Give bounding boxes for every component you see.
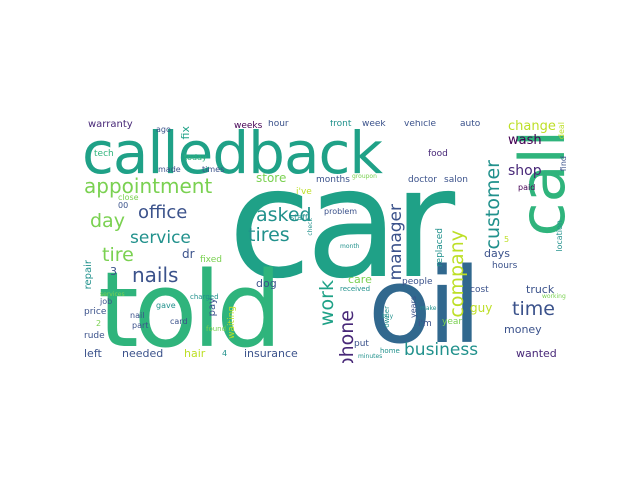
word-card: card bbox=[170, 317, 188, 326]
word-working: working bbox=[542, 293, 566, 300]
word-company: company bbox=[446, 230, 468, 318]
word-charged: charged bbox=[190, 293, 219, 301]
word-ago: ago bbox=[156, 125, 171, 134]
word-doctor: doctor bbox=[408, 175, 437, 185]
word-3: 3 bbox=[110, 265, 117, 278]
word-fix: fix bbox=[179, 126, 192, 140]
word-services: services bbox=[100, 291, 125, 298]
word-phone: phone bbox=[336, 310, 358, 363]
word-weeks: weeks bbox=[234, 121, 263, 131]
word-deal: deal bbox=[557, 122, 566, 140]
word-business: business bbox=[404, 340, 479, 360]
word-appointment: appointment bbox=[84, 174, 213, 198]
word-nails: nails bbox=[132, 263, 179, 287]
word-office: office bbox=[138, 202, 188, 223]
word-put: put bbox=[354, 339, 369, 349]
word-rude: rude bbox=[84, 331, 105, 341]
word-cost: cost bbox=[470, 285, 489, 295]
word-ive: i've bbox=[296, 187, 312, 197]
word-month: month bbox=[340, 243, 360, 250]
word-make: make bbox=[420, 305, 437, 312]
word-insurance: insurance bbox=[244, 347, 298, 360]
word-year: year bbox=[442, 317, 463, 327]
word-hour: hour bbox=[268, 120, 289, 129]
word-vehicle: vehicle bbox=[404, 120, 437, 129]
word-service: service bbox=[130, 228, 191, 248]
word-made: made bbox=[158, 165, 181, 174]
word-groupon: groupon bbox=[352, 173, 377, 180]
word-today: today bbox=[184, 153, 207, 162]
word-times: times bbox=[202, 165, 225, 174]
word-received: received bbox=[340, 285, 371, 293]
word-manager: manager bbox=[386, 204, 406, 281]
word-customer: customer bbox=[482, 160, 504, 250]
word-day: day bbox=[90, 210, 125, 232]
word-people: people bbox=[402, 277, 433, 287]
word-wash: wash bbox=[508, 133, 542, 148]
word-nail: nail bbox=[130, 311, 145, 320]
word-found: found bbox=[206, 325, 227, 333]
word-warranty: warranty bbox=[88, 120, 133, 130]
word-truck: truck bbox=[526, 283, 555, 296]
word-left: left bbox=[84, 347, 102, 360]
word-tire: tire bbox=[102, 244, 134, 266]
word-job: job bbox=[100, 297, 113, 306]
word-home: home bbox=[380, 347, 400, 355]
word-problem: problem bbox=[324, 207, 358, 216]
word-hair: hair bbox=[184, 347, 206, 360]
word-work: work bbox=[316, 280, 338, 326]
word-dog: dog bbox=[256, 277, 277, 290]
word-5: 5 bbox=[504, 235, 510, 244]
word-food: food bbox=[428, 149, 448, 159]
word-replaced: replaced bbox=[435, 228, 445, 267]
word-asked: asked bbox=[256, 204, 312, 226]
word-days: days bbox=[484, 247, 510, 260]
word-dr: dr bbox=[182, 247, 195, 261]
word-tires: tires bbox=[248, 224, 290, 246]
word-fixed: fixed bbox=[200, 255, 222, 265]
word-week: week bbox=[362, 120, 386, 129]
word-care: care bbox=[348, 273, 372, 286]
word-hours: hours bbox=[492, 261, 518, 271]
word-front: front bbox=[330, 120, 352, 129]
word-change: change bbox=[508, 120, 556, 134]
word-staff: staff bbox=[290, 213, 308, 222]
word-paid: paid bbox=[518, 183, 536, 192]
word-check: check bbox=[307, 218, 314, 236]
word-repair: repair bbox=[83, 260, 94, 290]
word-gave: gave bbox=[156, 301, 176, 310]
word-guy: guy bbox=[470, 301, 493, 315]
word-close: close bbox=[118, 193, 139, 202]
word-tech: tech bbox=[94, 149, 114, 159]
word-money: money bbox=[504, 323, 542, 336]
word-minutes: minutes bbox=[358, 353, 383, 360]
word-months: months bbox=[316, 175, 350, 185]
word-4: 4 bbox=[222, 349, 228, 358]
word-part: part bbox=[132, 321, 149, 330]
word-price: price bbox=[84, 307, 107, 317]
word-told: told bbox=[98, 249, 282, 363]
word-buy: buy bbox=[382, 313, 394, 320]
word-waiting: waiting bbox=[227, 306, 237, 339]
word-location: location bbox=[555, 220, 564, 252]
word-shop: shop bbox=[508, 163, 542, 179]
word-auto: auto bbox=[460, 120, 481, 129]
word-years: years bbox=[409, 296, 418, 319]
word-find: find bbox=[559, 156, 568, 172]
word-needed: needed bbox=[122, 347, 164, 360]
word-im: i'm bbox=[418, 319, 432, 329]
word-cloud: car told oil calledback call appointment… bbox=[80, 120, 572, 363]
word-store: store bbox=[256, 171, 287, 185]
word-2: 2 bbox=[96, 319, 102, 328]
word-wanted: wanted bbox=[516, 347, 557, 360]
word-time: time bbox=[512, 298, 555, 320]
word-salon: salon bbox=[444, 175, 468, 185]
word-car: car bbox=[228, 135, 455, 312]
word-oil: oil bbox=[368, 245, 481, 363]
word-00: 00 bbox=[118, 201, 129, 210]
word-calledback: calledback bbox=[82, 120, 383, 187]
